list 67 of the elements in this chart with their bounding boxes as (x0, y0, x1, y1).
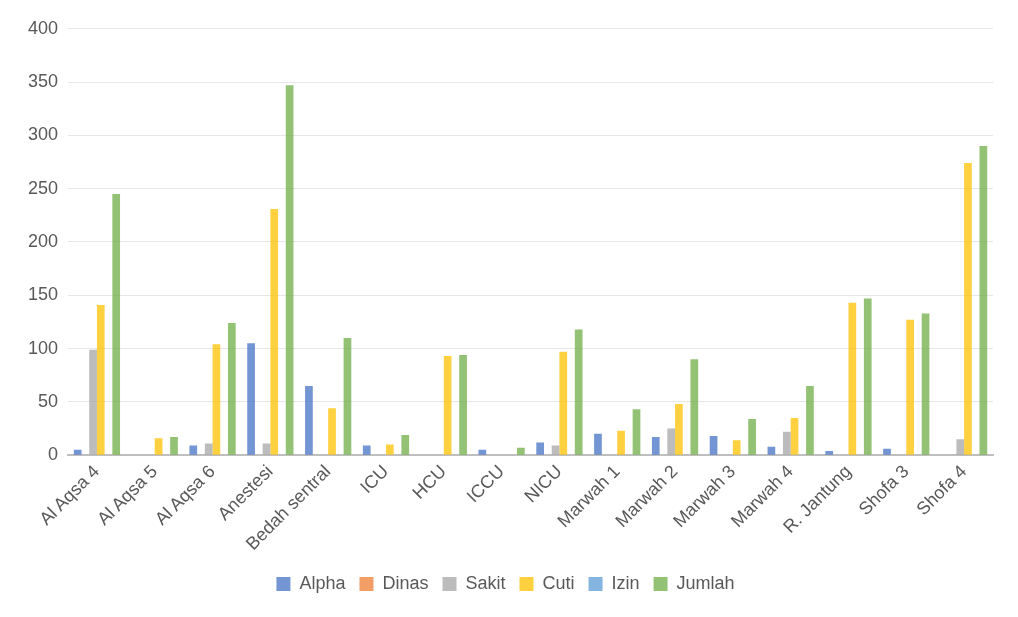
y-tick-label: 350 (27, 71, 59, 92)
legend-label: Izin (611, 572, 640, 593)
bar (956, 439, 965, 455)
bar (617, 430, 625, 455)
bar (825, 450, 834, 455)
x-tick-label: ICU (356, 461, 393, 498)
bar (906, 319, 914, 455)
bar (96, 304, 105, 455)
bar (227, 323, 236, 455)
y-tick-label: 200 (27, 230, 59, 251)
bar (559, 351, 568, 455)
bar (517, 447, 525, 455)
bar (270, 208, 279, 455)
bar (170, 437, 178, 455)
legend-label: Alpha (299, 572, 347, 593)
bar (848, 302, 857, 455)
bar (690, 359, 699, 455)
bar (285, 85, 294, 455)
bar (632, 409, 641, 455)
legend-label: Sakit (465, 572, 506, 593)
bar (667, 428, 676, 455)
bar (401, 434, 410, 455)
bar (73, 449, 82, 455)
bar (343, 337, 352, 455)
bar (536, 442, 545, 455)
bar (204, 443, 213, 455)
bar (964, 163, 972, 455)
bar (574, 329, 583, 455)
y-tick-label: 250 (27, 177, 59, 198)
bar (863, 298, 872, 455)
legend-label: Cuti (542, 572, 575, 593)
bar (328, 408, 336, 455)
bar (189, 445, 198, 455)
bar (362, 445, 371, 455)
bar (247, 343, 255, 455)
bar (782, 431, 791, 455)
bar (262, 443, 271, 455)
y-tick-label: 150 (27, 284, 59, 305)
bar (709, 436, 718, 455)
bar (551, 445, 560, 455)
bar (732, 440, 741, 455)
y-tick-label: 0 (48, 444, 59, 465)
legend-label: Dinas (382, 572, 429, 593)
bar (883, 448, 891, 455)
y-tick-label: 100 (27, 337, 59, 358)
bar (212, 344, 221, 455)
bar (89, 349, 97, 455)
bar (921, 313, 930, 455)
bar (594, 433, 602, 455)
bar (154, 438, 163, 455)
bar (748, 418, 756, 455)
y-tick-label: 50 (38, 390, 59, 411)
bar (675, 404, 683, 455)
bar (767, 446, 776, 455)
bar (651, 437, 660, 455)
bar (979, 146, 988, 455)
legend-label: Jumlah (676, 572, 735, 593)
bar (459, 354, 467, 455)
bar (112, 194, 121, 455)
bar (305, 385, 313, 455)
bar (443, 356, 452, 455)
y-tick-label: 300 (27, 124, 59, 145)
bar (790, 417, 799, 455)
y-tick-label: 400 (27, 17, 59, 38)
bar (806, 385, 814, 455)
bar (478, 449, 487, 455)
bar (385, 444, 394, 455)
